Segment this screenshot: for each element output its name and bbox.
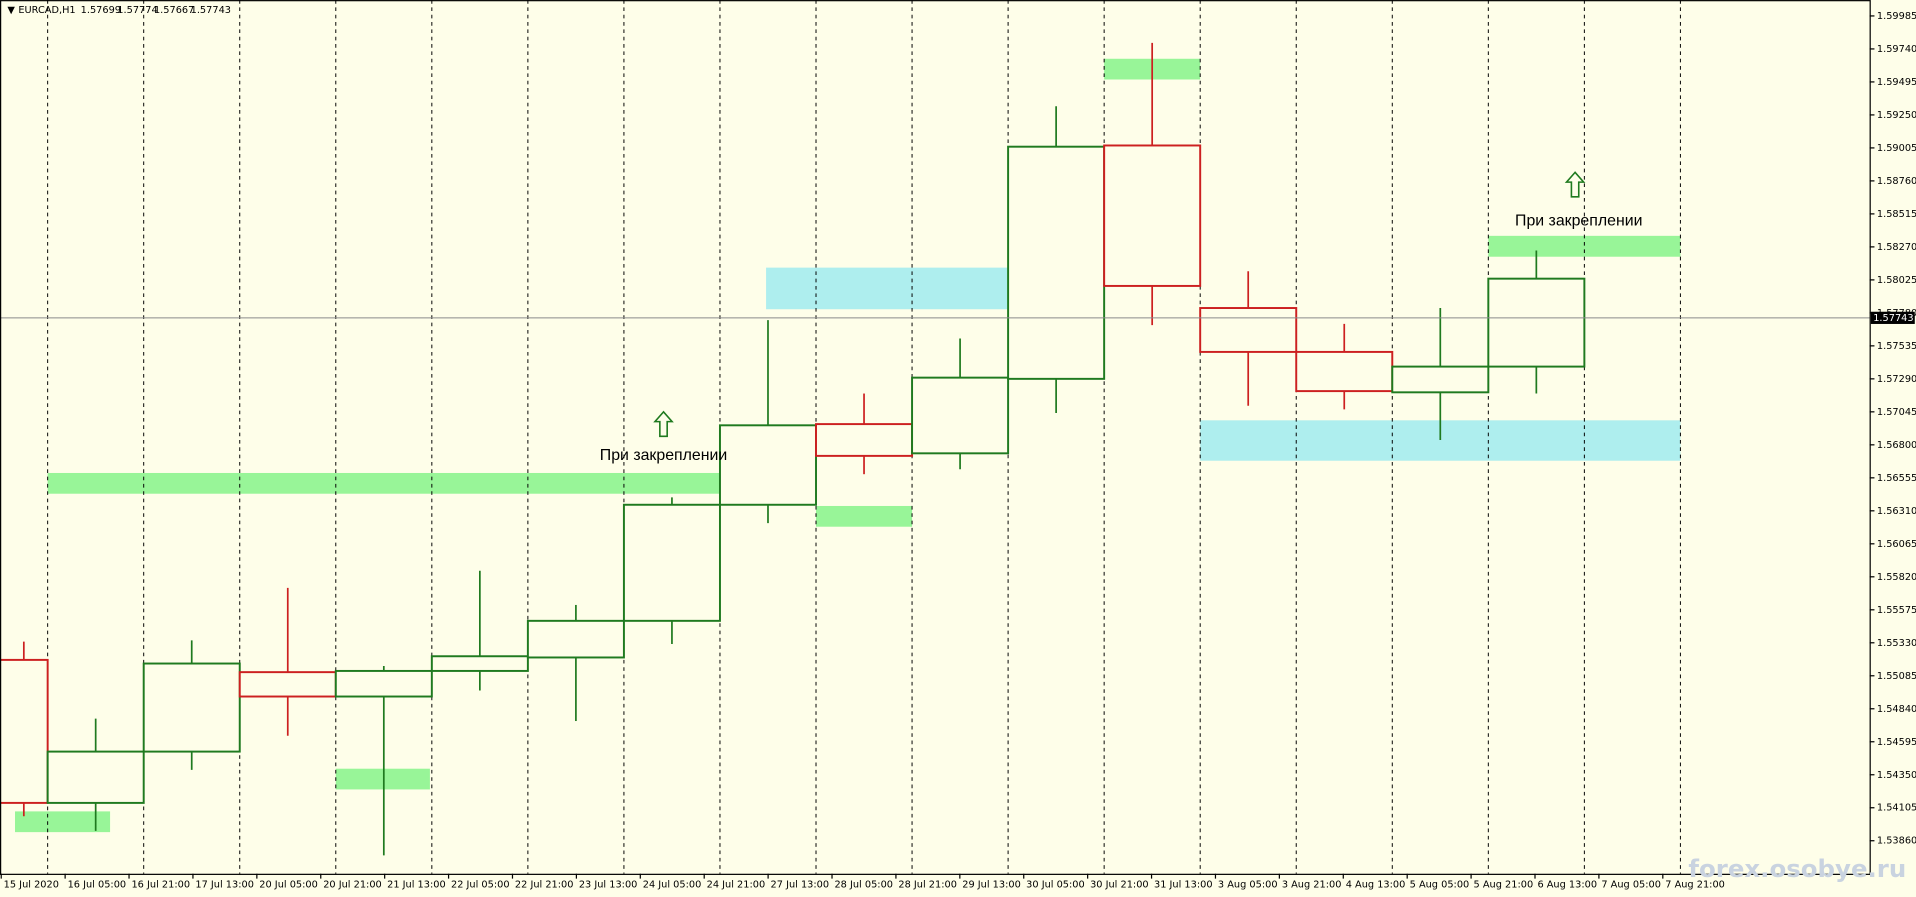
candle-body [334, 669, 433, 698]
y-tick-label: 1.58515 [1877, 209, 1916, 220]
candle-body [526, 619, 625, 659]
x-tick-label: 5 Aug 21:00 [1474, 880, 1534, 891]
x-tick-label: 6 Aug 13:00 [1537, 880, 1597, 891]
candle-body [815, 423, 914, 457]
current-price-label: 1.57743 [1873, 313, 1913, 324]
y-tick-label: 1.57045 [1877, 407, 1916, 418]
x-tick-label: 22 Jul 21:00 [515, 880, 574, 891]
y-tick-label: 1.56800 [1877, 440, 1916, 451]
x-tick-label: 24 Jul 21:00 [707, 880, 766, 891]
zone [335, 768, 430, 790]
y-tick-label: 1.59495 [1877, 77, 1916, 88]
watermark: forex.osobye.ru [1688, 854, 1906, 883]
y-tick-label: 1.54105 [1877, 803, 1916, 814]
x-tick-label: 31 Jul 13:00 [1154, 880, 1213, 891]
y-tick-label: 1.54350 [1877, 770, 1916, 781]
y-tick-label: 1.56065 [1877, 539, 1916, 550]
zone [816, 505, 913, 527]
candle-body [0, 658, 49, 804]
x-tick-label: 17 Jul 13:00 [195, 880, 254, 891]
candle-body [1007, 145, 1106, 380]
y-tick-label: 1.58270 [1877, 242, 1916, 253]
candle-body [911, 376, 1010, 455]
x-tick-label: 28 Jul 05:00 [834, 880, 893, 891]
arrow-up-icon [1564, 171, 1586, 198]
x-tick-label: 20 Jul 21:00 [323, 880, 382, 891]
y-tick-label: 1.59005 [1877, 143, 1916, 154]
x-tick-label: 15 Jul 2020 [4, 880, 59, 891]
x-tick-label: 21 Jul 13:00 [387, 880, 446, 891]
plot-area [0, 0, 1870, 874]
x-tick-label: 5 Aug 05:00 [1410, 880, 1470, 891]
y-tick-label: 1.55820 [1877, 572, 1916, 583]
zone [47, 472, 815, 494]
header-arrow: ▼ [7, 5, 15, 16]
candle-body [1295, 350, 1394, 393]
x-tick-label: 16 Jul 21:00 [131, 880, 190, 891]
candle-body [718, 424, 817, 506]
x-tick-label: 3 Aug 21:00 [1282, 880, 1342, 891]
x-tick-label: 4 Aug 13:00 [1346, 880, 1406, 891]
x-tick-label: 30 Jul 05:00 [1026, 880, 1085, 891]
candle-body [1487, 277, 1586, 368]
x-tick-label: 3 Aug 05:00 [1218, 880, 1278, 891]
annotation: При закреплении [600, 447, 727, 464]
y-tick-label: 1.56310 [1877, 506, 1916, 517]
x-tick-label: 29 Jul 13:00 [962, 880, 1021, 891]
candle-body [1391, 365, 1490, 394]
y-tick-label: 1.53860 [1877, 836, 1916, 847]
candle-body [46, 750, 145, 804]
candle-body [238, 671, 337, 698]
candle-body [430, 655, 529, 672]
x-tick-label: 23 Jul 13:00 [579, 880, 638, 891]
header-low: 1.57667 [154, 5, 194, 16]
y-tick-label: 1.57290 [1877, 374, 1916, 385]
x-tick-label: 24 Jul 05:00 [643, 880, 702, 891]
y-tick-label: 1.54840 [1877, 704, 1916, 715]
y-tick-label: 1.59740 [1877, 44, 1916, 55]
y-tick-label: 1.55330 [1877, 638, 1916, 649]
y-tick-label: 1.59985 [1877, 11, 1916, 22]
y-tick-label: 1.55575 [1877, 605, 1916, 616]
plot-frame [0, 0, 1871, 875]
candle-body [1199, 307, 1298, 353]
candle-body [1103, 144, 1202, 287]
candle-body [622, 503, 721, 622]
y-tick-label: 1.57535 [1877, 341, 1916, 352]
x-tick-label: 28 Jul 21:00 [898, 880, 957, 891]
zone [1488, 235, 1681, 257]
x-tick-label: 22 Jul 05:00 [451, 880, 510, 891]
x-tick-label: 16 Jul 05:00 [68, 880, 127, 891]
x-tick-label: 30 Jul 21:00 [1090, 880, 1149, 891]
y-tick-label: 1.54595 [1877, 737, 1916, 748]
y-tick-label: 1.55085 [1877, 671, 1916, 682]
y-tick-label: 1.56555 [1877, 473, 1916, 484]
header-high: 1.57774 [117, 5, 157, 16]
x-tick-label: 20 Jul 05:00 [259, 880, 318, 891]
y-tick-label: 1.58760 [1877, 176, 1916, 187]
x-tick-label: 7 Aug 05:00 [1601, 880, 1661, 891]
y-tick-label: 1.58025 [1877, 275, 1916, 286]
y-tick-label: 1.59250 [1877, 110, 1916, 121]
current-price-box [1870, 311, 1915, 324]
zone [15, 811, 111, 833]
arrow-up-icon [653, 410, 674, 438]
x-tick-label: 27 Jul 13:00 [771, 880, 830, 891]
candle-body [142, 662, 241, 753]
symbol: EURCAD,H1 [18, 5, 75, 16]
annotation: При закреплении [1515, 212, 1642, 229]
header-close: 1.57743 [191, 5, 231, 16]
x-tick-label: 7 Aug 21:00 [1665, 880, 1725, 891]
header-open: 1.57699 [81, 5, 121, 16]
